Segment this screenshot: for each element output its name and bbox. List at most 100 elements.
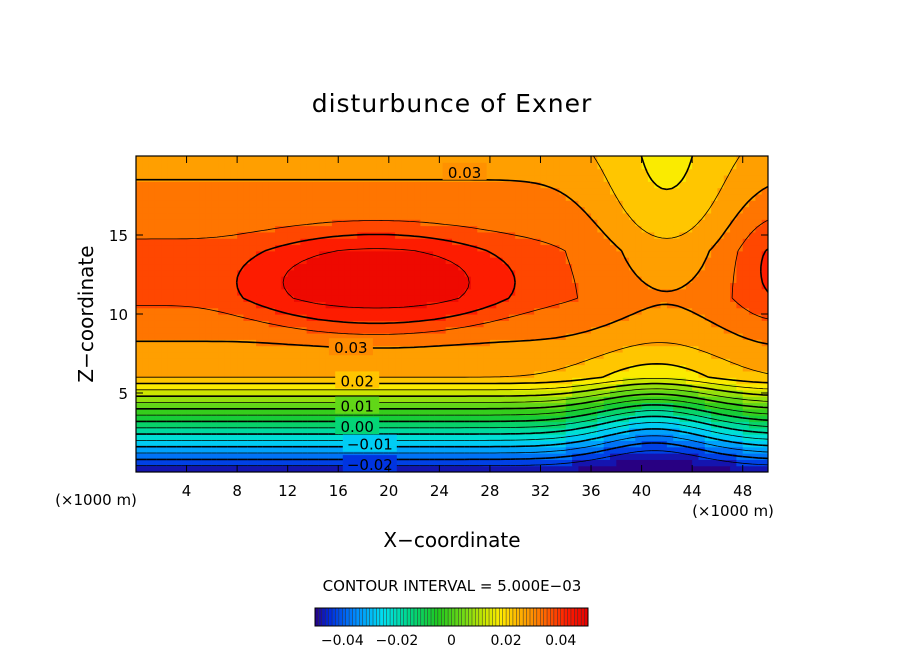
heat-cell	[224, 370, 232, 378]
heat-cell	[167, 212, 175, 220]
heat-cell	[641, 351, 649, 359]
heat-cell	[344, 314, 352, 321]
heat-cell	[224, 408, 232, 416]
heat-cell	[742, 263, 750, 271]
heat-cell	[281, 415, 289, 423]
heat-cell	[730, 408, 737, 416]
heat-cell	[350, 174, 358, 182]
heat-cell	[148, 332, 156, 340]
heat-cell	[173, 276, 181, 283]
heat-cell	[685, 212, 693, 220]
heat-cell	[401, 282, 409, 290]
heat-cell	[136, 269, 143, 277]
heat-cell	[546, 358, 554, 366]
heat-cell	[218, 326, 226, 334]
heat-cell	[654, 225, 662, 233]
heat-cell	[420, 156, 428, 163]
heat-cell	[610, 162, 617, 170]
heat-cell	[287, 174, 295, 182]
heat-cell	[186, 459, 194, 467]
heat-cell	[211, 415, 219, 423]
heat-cell	[414, 440, 421, 448]
heat-cell	[230, 440, 238, 448]
heat-cell	[685, 206, 693, 214]
heat-cell	[350, 364, 358, 372]
heat-cell	[294, 250, 301, 258]
heat-cell	[382, 396, 390, 404]
heat-cell	[319, 351, 327, 359]
heat-cell	[388, 301, 396, 309]
heat-cell	[433, 187, 440, 195]
heat-cell	[749, 370, 756, 378]
heat-cell	[148, 168, 156, 176]
heat-cell	[300, 345, 308, 353]
heat-cell	[350, 244, 358, 252]
heat-cell	[692, 307, 700, 315]
heat-cell	[515, 301, 523, 309]
heat-cell	[610, 415, 617, 423]
heat-cell	[420, 453, 428, 460]
heat-cell	[603, 345, 611, 353]
heat-cell	[452, 370, 459, 378]
heat-cell	[591, 465, 598, 472]
heat-cell	[704, 295, 712, 302]
heat-cell	[224, 377, 232, 385]
heat-cell	[736, 396, 744, 404]
heat-cell	[414, 263, 421, 271]
heat-cell	[723, 174, 731, 182]
heat-cell	[420, 307, 428, 315]
heat-cell	[414, 446, 421, 454]
heat-cell	[546, 320, 554, 328]
heat-cell	[243, 332, 251, 340]
heat-cell	[622, 276, 630, 283]
heat-cell	[717, 332, 725, 340]
heat-cell	[312, 339, 320, 347]
heat-cell	[546, 263, 554, 271]
heat-cell	[635, 269, 643, 277]
heat-cell	[224, 339, 232, 347]
heat-cell	[521, 181, 529, 189]
heat-cell	[521, 307, 529, 315]
heat-cell	[319, 465, 327, 472]
heat-cell	[470, 358, 478, 366]
heat-cell	[199, 276, 207, 283]
heat-cell	[521, 427, 529, 435]
heat-cell	[167, 415, 175, 423]
heat-cell	[306, 187, 314, 195]
heat-cell	[464, 269, 472, 277]
heat-cell	[673, 225, 681, 233]
heat-cell	[597, 339, 605, 347]
heat-cell	[148, 415, 156, 423]
heat-cell	[698, 250, 706, 258]
heat-cell	[711, 459, 719, 467]
heat-cell	[199, 421, 207, 429]
heat-cell	[205, 427, 213, 435]
heat-cell	[546, 212, 554, 220]
heat-cell	[281, 339, 289, 347]
heat-cell	[350, 301, 358, 309]
heat-cell	[420, 402, 428, 410]
heat-cell	[199, 225, 207, 233]
heat-cell	[154, 212, 162, 220]
heat-cell	[161, 332, 169, 340]
heat-cell	[294, 421, 301, 429]
heat-cell	[458, 320, 466, 328]
heat-cell	[559, 307, 567, 315]
heat-cell	[243, 389, 251, 397]
heat-cell	[388, 383, 396, 391]
heat-cell	[136, 206, 143, 214]
heat-cell	[717, 408, 725, 416]
heat-cell	[382, 257, 390, 265]
heat-cell	[508, 200, 516, 208]
heat-cell	[483, 250, 491, 258]
heat-cell	[521, 162, 529, 170]
heat-cell	[211, 465, 219, 472]
heat-cell	[521, 320, 529, 328]
heat-cell	[306, 320, 314, 328]
heat-cell	[692, 244, 700, 252]
heat-cell	[331, 440, 339, 448]
heat-cell	[344, 238, 352, 246]
heat-cell	[300, 219, 308, 227]
heat-cell	[230, 200, 238, 208]
heat-cell	[319, 364, 327, 372]
